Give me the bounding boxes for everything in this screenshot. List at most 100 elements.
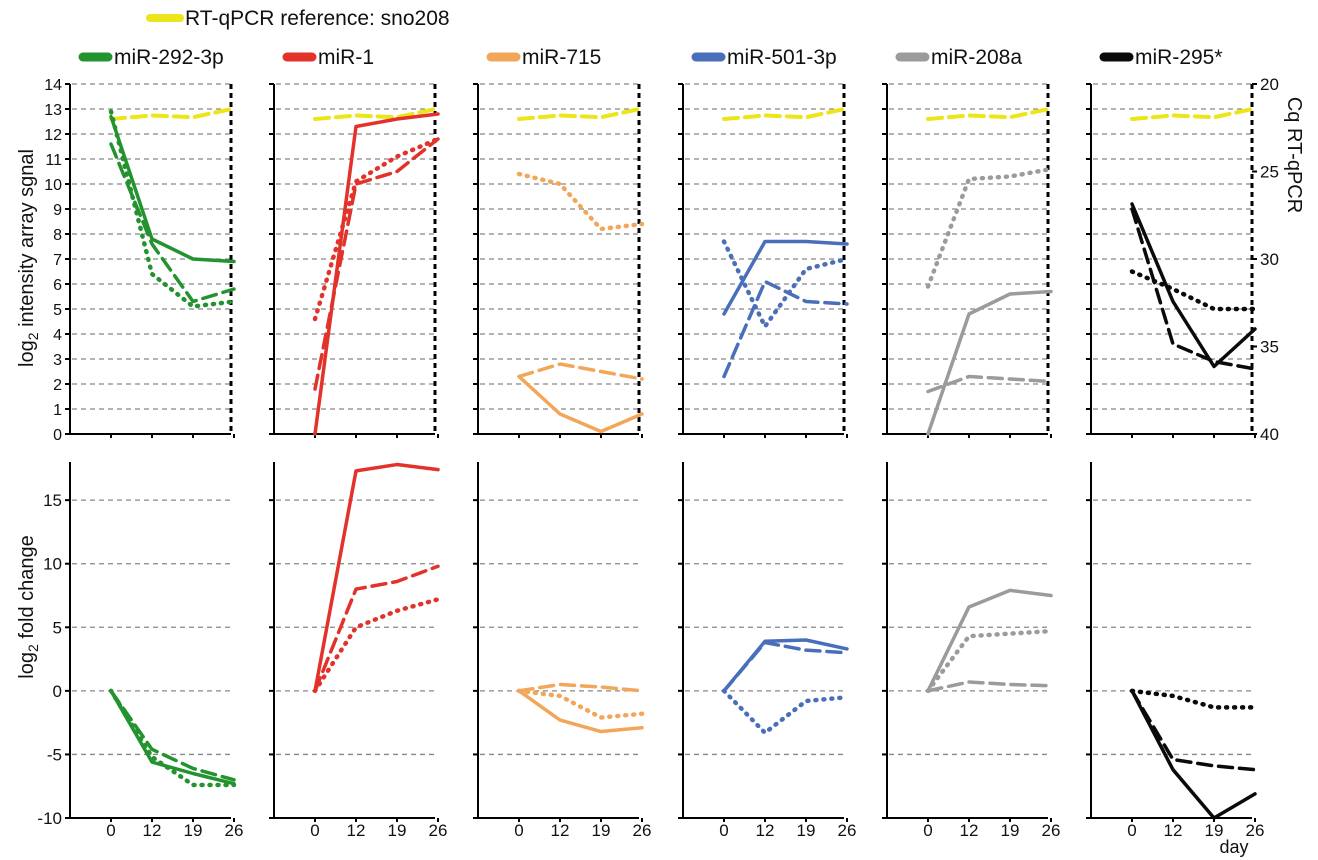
x-tick-label: 0 [719, 821, 728, 840]
legend-label-miR-292-3p: miR-292-3p [114, 46, 224, 69]
x-tick-label: 0 [106, 821, 115, 840]
miR-715-dashed-line [517, 682, 644, 693]
y-tick-label: 0 [53, 427, 62, 444]
reference-line-sno208 [722, 106, 849, 121]
x-tick-label: 26 [429, 821, 448, 840]
legend-label-reference: RT-qPCR reference: sno208 [185, 7, 450, 30]
miR-292-3p-solid-line [109, 114, 236, 264]
x-tick-label: 19 [797, 821, 816, 840]
reference-line-sno208 [109, 106, 236, 121]
top-y-axis-label: log2 intensity array sgnal [16, 149, 41, 367]
x-tick-label: 12 [347, 821, 366, 840]
reference-line-sno208 [1130, 106, 1257, 121]
y-tick-label: 15 [43, 491, 62, 510]
x-tick-label: 26 [1246, 821, 1265, 840]
axis-labels: log2 intensity array sgnal log2 fold cha… [16, 97, 1305, 857]
miR-715-dashed-line [517, 362, 644, 381]
y-tick-label: 10 [44, 177, 62, 194]
right-y-axis-label: Cq RT-qPCR [1283, 97, 1305, 213]
legend: RT-qPCR reference: sno208 miR-292-3p miR-1… [78, 7, 1223, 69]
miR-715-dotted-line [516, 171, 645, 232]
miR-715-solid-line [517, 689, 644, 734]
x-tick-label: 19 [592, 821, 611, 840]
x-tick-label: 26 [225, 821, 244, 840]
right-tick-label: 25 [1260, 163, 1279, 182]
miR-1-dotted-line [312, 136, 441, 322]
x-tick-label: 0 [1127, 821, 1136, 840]
y-tick-label: 5 [53, 618, 62, 637]
miR-295*-dotted-line [1129, 688, 1258, 710]
x-tick-label: 0 [514, 821, 523, 840]
miR-208a-dotted-line [925, 628, 1054, 694]
legend-label-miR-715: miR-715 [522, 46, 601, 69]
miR-501-3p-dotted-line [721, 239, 850, 329]
y-tick-label: -5 [47, 745, 62, 764]
miR-208a-solid-line [926, 289, 1053, 436]
x-tick-label: 0 [923, 821, 932, 840]
y-tick-label: 12 [44, 127, 62, 144]
x-tick-label: 19 [1001, 821, 1020, 840]
right-tick-label: 20 [1260, 75, 1279, 94]
top-panel-miR-1 [269, 83, 441, 438]
legend-label-miR-501-3p: miR-501-3p [727, 46, 837, 69]
y-tick-label: 9 [53, 202, 62, 219]
bottom-panel-miR-1: 0 12 19 26 [269, 462, 447, 840]
bottom-panel-miR-292-3p: -10 -5 0 5 10 15 0 12 19 26 [37, 462, 243, 840]
y-tick-label: 14 [44, 77, 62, 94]
x-tick-label: 26 [1042, 821, 1061, 840]
bottom-panel-miR-295*: 0 12 19 26 [1086, 462, 1264, 840]
miR-501-3p-dotted-line [721, 688, 850, 736]
y-tick-label: 2 [53, 377, 62, 394]
bottom-panel-miR-208a: 0 12 19 26 [882, 462, 1060, 840]
bottom-panel-miR-501-3p: 0 12 19 26 [678, 462, 856, 840]
miR-501-3p-dashed-line [722, 279, 849, 379]
miR-715-dotted-line [516, 688, 645, 720]
miR-295*-solid-line [1130, 202, 1257, 369]
miR-1-dashed-line [313, 564, 440, 693]
y-tick-label: 7 [53, 252, 62, 269]
miR-208a-dotted-line [925, 166, 1054, 289]
y-tick-label: 6 [53, 277, 62, 294]
x-tick-label: 19 [184, 821, 203, 840]
miR-292-3p-dotted-line [108, 109, 237, 309]
right-tick-label: 40 [1260, 425, 1279, 444]
miR-1-dashed-line [313, 137, 440, 391]
top-panel-miR-501-3p [678, 83, 850, 438]
x-tick-label: 12 [551, 821, 570, 840]
top-panel-miR-715 [473, 83, 645, 438]
bottom-panel-miR-715: 0 12 19 26 [473, 462, 651, 840]
miR-292-3p-dashed-line [109, 689, 236, 782]
legend-label-miR-295*: miR-295* [1135, 46, 1223, 69]
miR-295*-dashed-line [1130, 207, 1257, 371]
x-tick-label: 19 [1205, 821, 1224, 840]
x-tick-label: 19 [388, 821, 407, 840]
x-tick-label: 0 [310, 821, 319, 840]
right-tick-label: 30 [1260, 250, 1279, 269]
legend-label-miR-208a: miR-208a [931, 46, 1022, 69]
y-tick-label: -10 [37, 809, 62, 828]
miR-501-3p-solid-line [722, 239, 849, 316]
miR-295*-dotted-line [1129, 269, 1258, 312]
y-tick-label: 0 [53, 682, 62, 701]
x-axis-label: day [1219, 837, 1248, 857]
miR-292-3p-dashed-line [109, 142, 236, 304]
y-tick-label: 8 [53, 227, 62, 244]
miR-715-solid-line [517, 374, 644, 434]
legend-label-miR-1: miR-1 [318, 46, 374, 69]
right-tick-label: 35 [1260, 338, 1279, 357]
y-tick-label: 4 [53, 327, 62, 344]
x-tick-label: 12 [1164, 821, 1183, 840]
miR-292-3p-solid-line [109, 689, 236, 786]
top-panel-miR-295*: 20 25 30 35 40 [1086, 75, 1279, 444]
y-tick-label: 13 [44, 102, 62, 119]
miR-1-solid-line [313, 462, 440, 693]
reference-line-sno208 [517, 106, 644, 121]
reference-line-sno208 [926, 106, 1053, 121]
x-tick-label: 12 [960, 821, 979, 840]
miR-292-3p-dotted-line [108, 688, 237, 788]
y-tick-label: 5 [53, 302, 62, 319]
x-tick-label: 26 [838, 821, 857, 840]
